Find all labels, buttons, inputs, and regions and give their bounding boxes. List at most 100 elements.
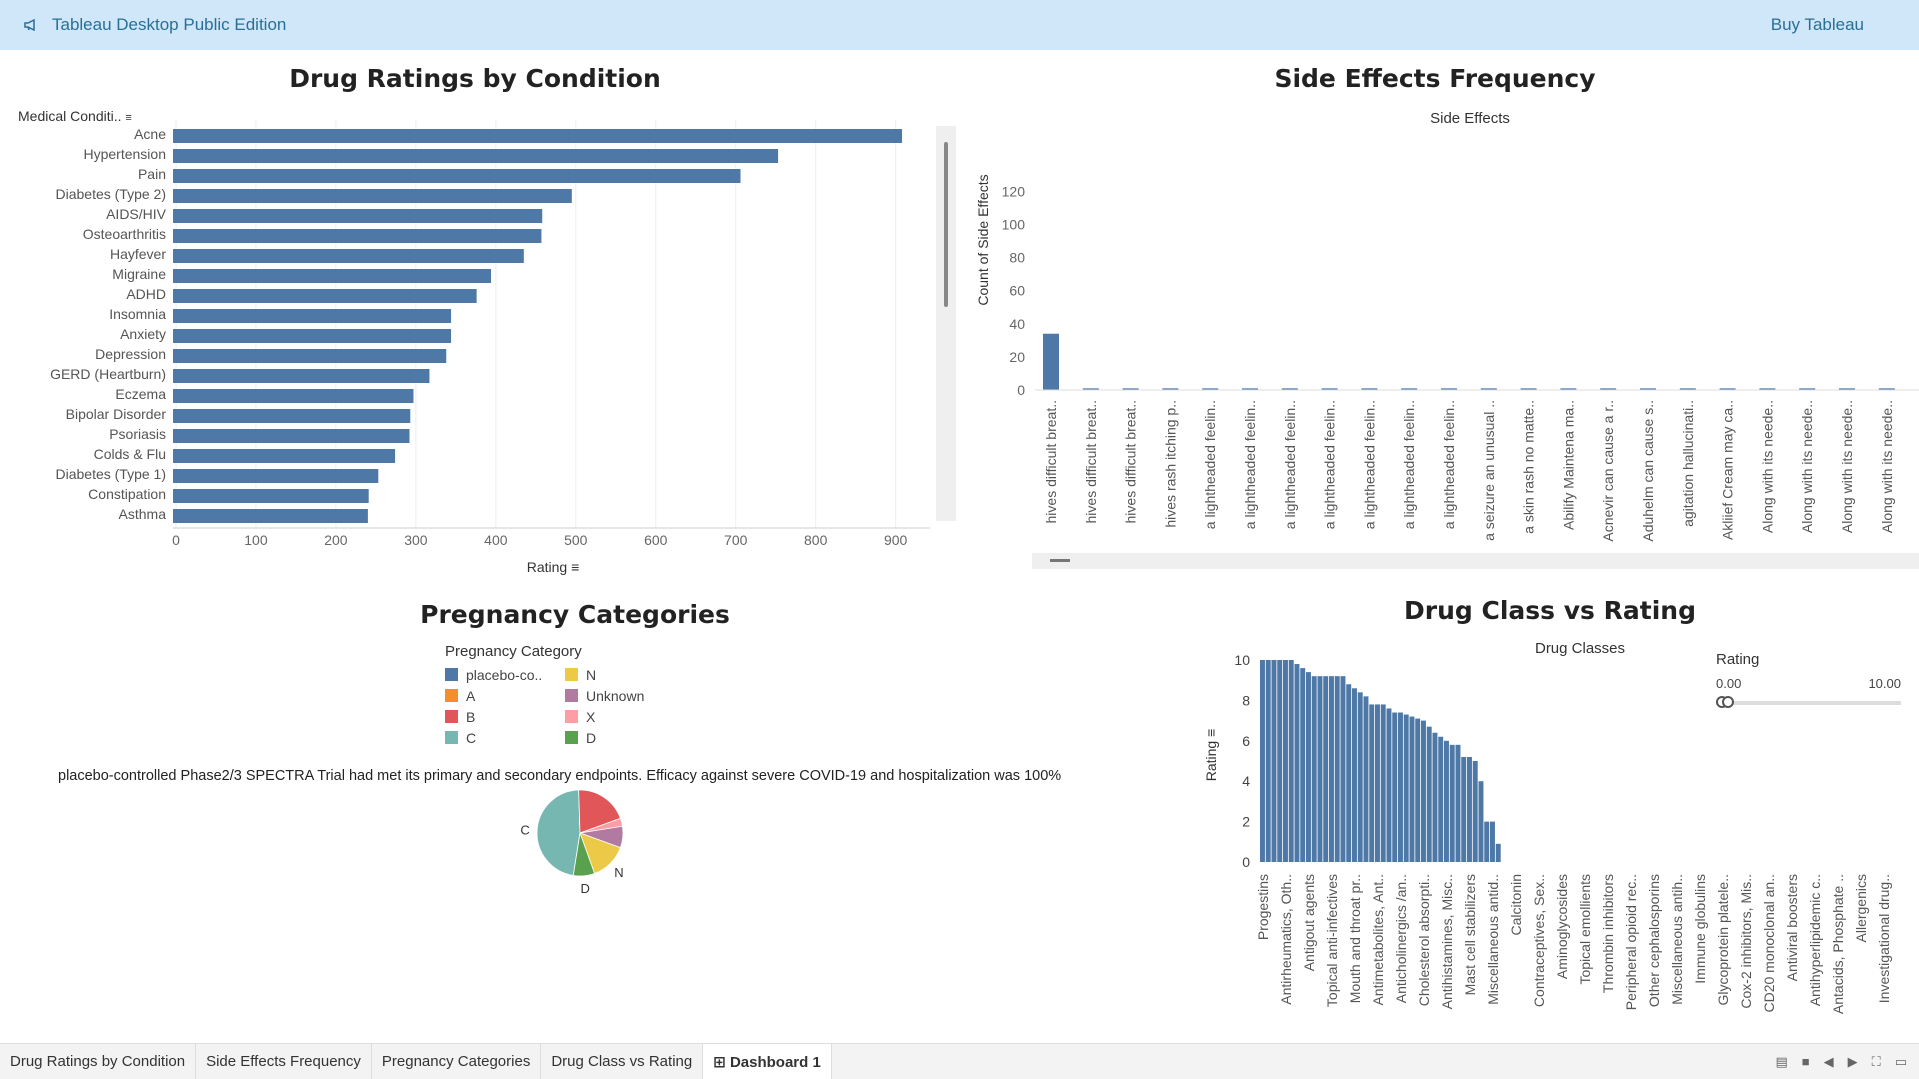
y-tick-label: 100 bbox=[1002, 217, 1026, 233]
x-tick-label: a seizure an unusual .. bbox=[1481, 400, 1497, 541]
x-tick-label: a lightheaded feelin.. bbox=[1322, 400, 1338, 529]
legend-item[interactable]: X bbox=[565, 708, 685, 725]
bar bbox=[1799, 388, 1816, 390]
x-tick-label: Mouth and throat pr.. bbox=[1347, 874, 1363, 1003]
x-tick-label: Miscellaneous antih.. bbox=[1669, 874, 1685, 1005]
bar bbox=[1363, 696, 1369, 862]
bar bbox=[1449, 744, 1455, 862]
bar bbox=[1472, 761, 1478, 862]
bar bbox=[1401, 388, 1418, 390]
x-tick-label: Along with its neede.. bbox=[1759, 400, 1775, 533]
rating-filter[interactable]: Rating 0.00 10.00 bbox=[1716, 651, 1901, 708]
x-tick-label: hives difficult breat.. bbox=[1043, 400, 1059, 523]
sheet-tab[interactable]: Pregnancy Categories bbox=[372, 1044, 542, 1079]
vertical-scrollbar[interactable] bbox=[936, 126, 956, 521]
x-tick-label: Aminoglycosides bbox=[1554, 874, 1570, 979]
y-tick-label: 120 bbox=[1002, 183, 1026, 199]
bar bbox=[173, 329, 452, 343]
x-tick-label: Thrombin inhibitors bbox=[1600, 874, 1616, 993]
x-tick-label: 900 bbox=[884, 532, 908, 548]
filter-min-label: 0.00 bbox=[1716, 676, 1742, 691]
bar bbox=[1467, 756, 1472, 862]
x-tick-label: Aduhelm can cause s.. bbox=[1640, 400, 1656, 542]
category-label: Depression bbox=[95, 346, 166, 362]
legend-swatch bbox=[445, 689, 458, 702]
bar bbox=[173, 429, 410, 443]
bar bbox=[1432, 732, 1438, 862]
x-tick-label: Allergenics bbox=[1853, 874, 1869, 942]
bar bbox=[1162, 388, 1179, 390]
bar bbox=[1334, 676, 1340, 862]
scroll-thumb[interactable] bbox=[944, 142, 948, 307]
legend-item[interactable]: N bbox=[565, 666, 685, 683]
next-icon[interactable]: ▶ bbox=[1847, 1054, 1858, 1069]
legend-title: Pregnancy Category bbox=[445, 643, 582, 660]
legend-item[interactable]: B bbox=[445, 708, 565, 725]
x-tick-label: 200 bbox=[324, 532, 348, 548]
category-label: Osteoarthritis bbox=[83, 226, 166, 242]
bar bbox=[1640, 388, 1656, 390]
bar bbox=[173, 269, 492, 283]
y-tick-label: 2 bbox=[1242, 814, 1250, 830]
x-tick-label: CD20 monoclonal an.. bbox=[1761, 874, 1777, 1013]
chart-subtitle: Side Effects bbox=[1430, 110, 1510, 127]
sort-icon[interactable]: ≡ bbox=[125, 112, 132, 124]
bar bbox=[1380, 704, 1386, 862]
category-label: Hypertension bbox=[84, 146, 167, 162]
horizontal-scrollbar[interactable] bbox=[1032, 553, 1919, 569]
bar bbox=[1361, 388, 1378, 390]
bar bbox=[1122, 388, 1139, 390]
bar bbox=[173, 449, 396, 463]
bar bbox=[1352, 688, 1357, 862]
x-tick-label: a skin rash no matte.. bbox=[1521, 400, 1537, 534]
buy-tableau-link[interactable]: Buy Tableau bbox=[1770, 15, 1864, 34]
legend-swatch bbox=[445, 731, 458, 744]
sheet-tab[interactable]: Drug Class vs Rating bbox=[541, 1044, 704, 1079]
legend-item[interactable]: D bbox=[565, 729, 685, 746]
bar bbox=[1403, 714, 1409, 862]
grid-view-icon[interactable]: ▤ bbox=[1775, 1054, 1788, 1069]
legend-item[interactable]: C bbox=[445, 729, 565, 746]
conditions-field-header[interactable]: Medical Conditi.. ≡ bbox=[18, 108, 132, 124]
filter-title: Rating bbox=[1716, 651, 1760, 668]
bar bbox=[1340, 676, 1346, 862]
bar bbox=[1277, 660, 1283, 862]
bar bbox=[1480, 388, 1497, 390]
sheet-tab[interactable]: ⊞ Dashboard 1 bbox=[703, 1044, 832, 1079]
legend-item[interactable]: A bbox=[445, 687, 565, 704]
bar bbox=[1484, 821, 1490, 862]
x-tick-label: 0 bbox=[172, 532, 180, 548]
filmstrip-icon[interactable]: ■ bbox=[1801, 1054, 1810, 1069]
sheet-tab[interactable]: Drug Ratings by Condition bbox=[0, 1044, 197, 1079]
legend-label: placebo-co.. bbox=[466, 666, 543, 683]
bar bbox=[1839, 388, 1855, 390]
bar bbox=[1043, 333, 1059, 390]
pie-slice bbox=[572, 832, 596, 877]
side-effects-chart: Side Effects 0 20 40 60 80 100 120 Count of Side… bbox=[975, 110, 1919, 542]
y-tick-label: 80 bbox=[1009, 250, 1025, 266]
sheet-title-side-effects: Side Effects Frequency bbox=[1274, 64, 1596, 93]
legend-item[interactable]: placebo-co.. bbox=[445, 666, 565, 683]
bar bbox=[1260, 660, 1265, 862]
slice-label: N bbox=[614, 865, 623, 880]
x-tick-label: Antigout agents bbox=[1301, 874, 1317, 971]
category-label: AIDS/HIV bbox=[106, 206, 167, 222]
sheet-tab[interactable]: Side Effects Frequency bbox=[196, 1044, 372, 1079]
prev-icon[interactable]: ◀ bbox=[1823, 1054, 1834, 1069]
filter-max-handle[interactable] bbox=[1722, 696, 1734, 708]
filter-track[interactable] bbox=[1716, 696, 1901, 708]
bar bbox=[1329, 676, 1334, 862]
legend-swatch bbox=[565, 689, 578, 702]
pregnancy-pie-chart: N D C bbox=[520, 789, 624, 896]
presentation-icon[interactable]: ▭ bbox=[1894, 1054, 1907, 1069]
fullscreen-icon[interactable]: ⛶ bbox=[1871, 1054, 1881, 1069]
scroll-thumb[interactable] bbox=[1050, 559, 1070, 562]
legend-item[interactable]: Unknown bbox=[565, 687, 685, 704]
bar bbox=[173, 169, 741, 183]
legend-label: X bbox=[586, 708, 596, 725]
bar bbox=[1719, 388, 1736, 390]
bar bbox=[1346, 684, 1352, 862]
category-label: Diabetes (Type 2) bbox=[56, 186, 167, 202]
bar bbox=[1283, 660, 1288, 862]
category-label: Constipation bbox=[88, 486, 166, 502]
